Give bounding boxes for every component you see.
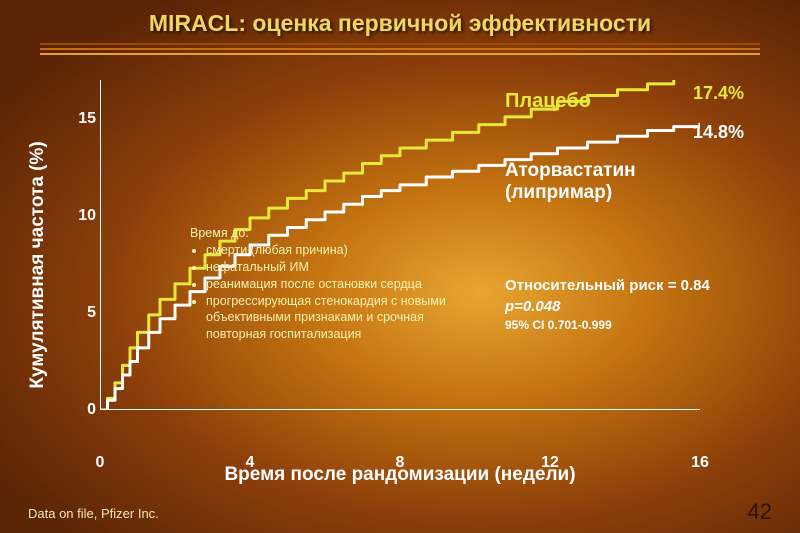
bullet-item: прогрессирующая стенокардия с новыми объ… (206, 293, 450, 344)
atorvastatin-end-value: 14.8% (693, 122, 744, 143)
y-tick: 0 (74, 401, 96, 419)
bullet-item: смерти (любая причина) (206, 242, 450, 259)
bullets-heading: Время до: (190, 225, 450, 242)
bullet-item: нефатальный ИМ (206, 259, 450, 276)
data-source-footer: Data on file, Pfizer Inc. (28, 506, 159, 521)
relative-risk: Относительный риск = 0.84 (505, 275, 710, 296)
hr-2 (40, 48, 760, 50)
title-rules (40, 43, 760, 55)
endpoint-bullets: Время до: смерти (любая причина)нефаталь… (190, 225, 450, 343)
bullet-item: реанимация после остановки сердца (206, 276, 450, 293)
slide-title: MIRACL: оценка первичной эффективности (0, 0, 800, 43)
x-tick: 8 (396, 454, 405, 472)
confidence-interval: 95% CI 0.701-0.999 (505, 317, 710, 334)
atorvastatin-label: Аторвастатин(липримар) (505, 160, 636, 204)
x-tick: 4 (246, 454, 255, 472)
placebo-end-value: 17.4% (693, 83, 744, 104)
y-tick: 10 (74, 207, 96, 225)
y-tick: 15 (74, 110, 96, 128)
x-tick: 12 (541, 454, 559, 472)
y-axis-label: Кумулятивная частота (%) (27, 141, 49, 388)
y-tick: 5 (74, 304, 96, 322)
bullets-list: смерти (любая причина)нефатальный ИМреан… (190, 242, 450, 343)
x-tick: 0 (96, 454, 105, 472)
statistics-block: Относительный риск = 0.84 p=0.048 95% CI… (505, 275, 710, 334)
hr-1 (40, 43, 760, 45)
x-tick: 16 (691, 454, 709, 472)
slide-number: 42 (748, 499, 772, 525)
placebo-label: Плацебо (505, 90, 591, 113)
p-value: p=0.048 (505, 296, 710, 317)
hr-3 (40, 53, 760, 55)
